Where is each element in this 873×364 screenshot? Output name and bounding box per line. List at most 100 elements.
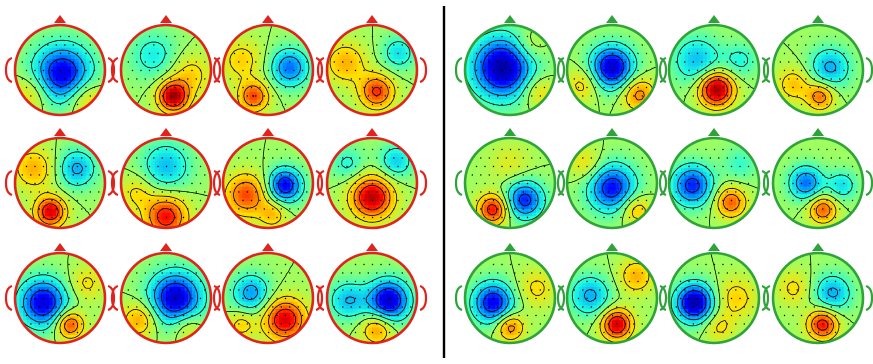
head-outline (771, 23, 865, 117)
potential-heatmap (16, 254, 104, 342)
scalp-map (4, 15, 116, 117)
electrode-dots (573, 35, 652, 106)
left-ear-icon (556, 169, 565, 197)
head-outline (325, 136, 419, 230)
scalp-map (454, 128, 566, 230)
left-ear-icon (212, 169, 221, 197)
nose-icon (708, 243, 720, 251)
left-ear-icon (658, 169, 667, 197)
left-ear-icon (762, 56, 771, 84)
head-outline (771, 251, 865, 345)
head-outline (771, 136, 865, 230)
electrode-dots (333, 35, 412, 106)
head-outline (221, 251, 315, 345)
contour-lines (328, 148, 416, 223)
potential-heatmap (16, 26, 104, 114)
electrode-dots (675, 148, 754, 219)
nose-icon (812, 243, 824, 251)
left-ear-icon (316, 169, 325, 197)
contour-lines (16, 254, 94, 342)
left-ear-icon (454, 169, 463, 197)
left-ear-icon (762, 169, 771, 197)
scalp-map (658, 15, 770, 117)
potential-heatmap (670, 254, 758, 342)
potential-heatmap (122, 254, 210, 342)
contour-lines (16, 39, 104, 114)
nose-icon (54, 15, 66, 23)
scalp-map (212, 243, 324, 345)
left-ear-icon (454, 56, 463, 84)
potential-heatmap (466, 139, 554, 227)
head-outline (119, 136, 213, 230)
scalp-map (4, 243, 116, 345)
nose-icon (160, 128, 172, 136)
contour-lines (774, 31, 851, 114)
electrode-dots (229, 148, 308, 219)
potential-heatmap (670, 139, 758, 227)
potential-heatmap (670, 26, 758, 114)
scalp-map (556, 243, 668, 345)
nose-icon (262, 243, 274, 251)
scalp-map (316, 243, 428, 345)
right-ear-icon (107, 56, 116, 84)
right-ear-icon (865, 56, 873, 84)
right-ear-icon (315, 169, 324, 197)
scalp-map (212, 15, 324, 117)
scalp-map (316, 128, 428, 230)
electrode-dots (21, 35, 100, 106)
right-ear-icon (761, 56, 770, 84)
nose-icon (54, 128, 66, 136)
potential-heatmap (224, 139, 312, 227)
electrode-dots (21, 148, 100, 219)
electrode-dots (229, 35, 308, 106)
electrode-dots (127, 148, 206, 219)
left-ear-icon (212, 284, 221, 312)
scalp-map (212, 128, 324, 230)
right-ear-icon (315, 56, 324, 84)
left-ear-icon (212, 56, 221, 84)
potential-heatmap (466, 254, 554, 342)
scalp-map (658, 128, 770, 230)
right-ear-icon (761, 284, 770, 312)
head-outline (667, 251, 761, 345)
left-ear-icon (658, 56, 667, 84)
scalp-map (4, 128, 116, 230)
nose-icon (262, 128, 274, 136)
scalp-map (658, 243, 770, 345)
contour-lines (670, 162, 758, 227)
potential-heatmap (774, 254, 862, 342)
left-ear-icon (110, 169, 119, 197)
right-ear-icon (419, 284, 428, 312)
left-ear-icon (658, 284, 667, 312)
potential-heatmap (774, 139, 862, 227)
potential-heatmap (328, 139, 416, 227)
electrode-dots (779, 263, 858, 334)
electrode-dots (471, 35, 550, 106)
electrode-dots (573, 263, 652, 334)
electrode-dots (471, 263, 550, 334)
left-ear-icon (4, 56, 13, 84)
contour-lines (329, 26, 416, 111)
nose-icon (504, 128, 516, 136)
potential-heatmap (16, 139, 104, 227)
contour-lines (670, 254, 748, 342)
potential-heatmap (466, 26, 554, 114)
left-ear-icon (556, 56, 565, 84)
head-outline (463, 23, 557, 117)
nose-icon (160, 243, 172, 251)
scalp-map (454, 15, 566, 117)
electrode-dots (779, 35, 858, 106)
head-outline (221, 23, 315, 117)
right-ear-icon (865, 169, 873, 197)
nose-icon (54, 243, 66, 251)
contour-lines (568, 41, 656, 114)
left-ear-icon (454, 284, 463, 312)
topomap-grid (4, 15, 873, 345)
contour-lines (469, 254, 545, 342)
left-ear-icon (4, 284, 13, 312)
right-ear-icon (419, 56, 428, 84)
potential-heatmap (224, 26, 312, 114)
left-ear-icon (110, 284, 119, 312)
potential-heatmap (568, 26, 656, 114)
electrode-dots (333, 148, 412, 219)
